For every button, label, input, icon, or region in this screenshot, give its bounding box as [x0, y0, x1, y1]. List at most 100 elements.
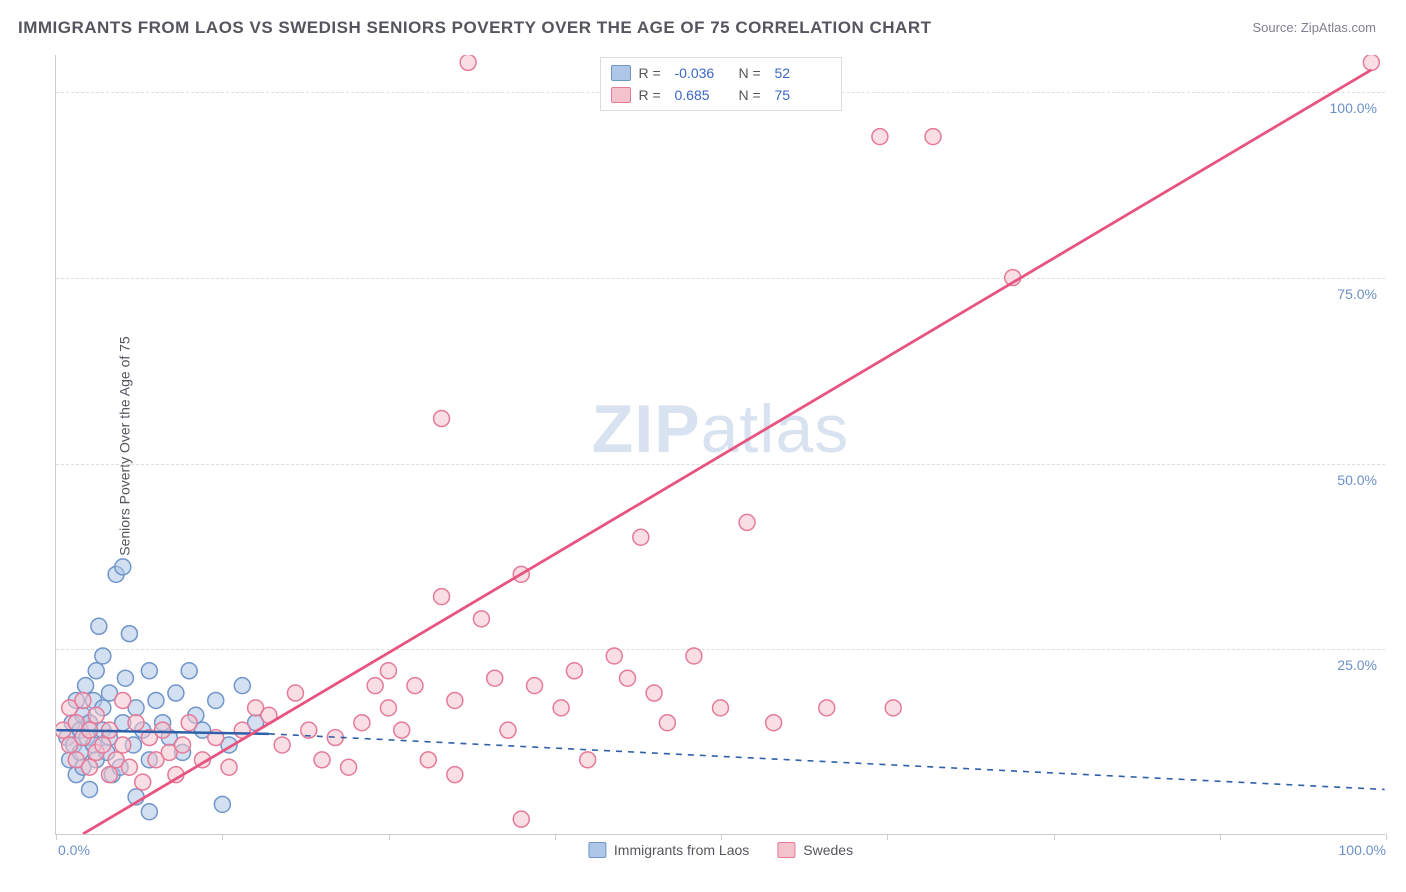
- scatter-point: [314, 752, 330, 768]
- scatter-point: [620, 670, 636, 686]
- scatter-point: [101, 767, 117, 783]
- scatter-point: [148, 692, 164, 708]
- scatter-point: [121, 626, 137, 642]
- scatter-point: [686, 648, 702, 664]
- scatter-point: [354, 715, 370, 731]
- scatter-point: [500, 722, 516, 738]
- x-tick: [1386, 834, 1387, 840]
- legend-n-label: N =: [739, 62, 767, 84]
- scatter-point: [633, 529, 649, 545]
- scatter-point: [407, 678, 423, 694]
- scatter-point: [434, 411, 450, 427]
- scatter-point: [221, 759, 237, 775]
- legend-r-label: R =: [639, 62, 667, 84]
- x-tick: [721, 834, 722, 840]
- scatter-point: [88, 663, 104, 679]
- legend-swatch-laos: [588, 842, 606, 858]
- scatter-point: [925, 129, 941, 145]
- scatter-point: [380, 663, 396, 679]
- chart-plot-area: ZIPatlas R = -0.036 N = 52 R = 0.685 N =…: [55, 55, 1385, 835]
- scatter-point: [155, 722, 171, 738]
- legend-item-swedes: Swedes: [777, 842, 853, 858]
- scatter-point: [527, 678, 543, 694]
- scatter-point: [380, 700, 396, 716]
- x-tick: [389, 834, 390, 840]
- scatter-point: [175, 737, 191, 753]
- scatter-point: [274, 737, 290, 753]
- legend-swatch-swedes: [777, 842, 795, 858]
- scatter-point: [214, 796, 230, 812]
- scatter-point: [394, 722, 410, 738]
- scatter-point: [420, 752, 436, 768]
- legend-swatch-laos: [611, 65, 631, 81]
- scatter-point: [819, 700, 835, 716]
- scatter-point: [341, 759, 357, 775]
- scatter-point: [766, 715, 782, 731]
- scatter-point: [208, 692, 224, 708]
- scatter-point: [121, 759, 137, 775]
- scatter-point: [872, 129, 888, 145]
- x-tick: [887, 834, 888, 840]
- scatter-point: [739, 514, 755, 530]
- x-tick: [1054, 834, 1055, 840]
- scatter-point: [168, 685, 184, 701]
- scatter-point: [82, 781, 98, 797]
- legend-swatch-swedes: [611, 87, 631, 103]
- legend-item-laos: Immigrants from Laos: [588, 842, 749, 858]
- scatter-point: [713, 700, 729, 716]
- source-attribution: Source: ZipAtlas.com: [1252, 20, 1376, 35]
- legend-row-swedes: R = 0.685 N = 75: [611, 84, 831, 106]
- legend-n-label: N =: [739, 84, 767, 106]
- legend-r-label: R =: [639, 84, 667, 106]
- legend-n-value-laos: 52: [775, 62, 831, 84]
- scatter-point: [447, 767, 463, 783]
- scatter-point: [95, 648, 111, 664]
- x-tick: [222, 834, 223, 840]
- legend-label-laos: Immigrants from Laos: [614, 842, 749, 858]
- scatter-point: [135, 774, 151, 790]
- scatter-point: [553, 700, 569, 716]
- x-tick-label: 100.0%: [1339, 842, 1386, 858]
- scatter-point: [181, 715, 197, 731]
- x-tick: [56, 834, 57, 840]
- legend-r-value-swedes: 0.685: [675, 84, 731, 106]
- scatter-point: [128, 715, 144, 731]
- chart-title: IMMIGRANTS FROM LAOS VS SWEDISH SENIORS …: [18, 18, 931, 38]
- scatter-point: [473, 611, 489, 627]
- scatter-point: [367, 678, 383, 694]
- scatter-point: [234, 678, 250, 694]
- scatter-point: [447, 692, 463, 708]
- scatter-point: [88, 707, 104, 723]
- scatter-point: [606, 648, 622, 664]
- scatter-point: [646, 685, 662, 701]
- scatter-point: [434, 589, 450, 605]
- legend-row-laos: R = -0.036 N = 52: [611, 62, 831, 84]
- legend-r-value-laos: -0.036: [675, 62, 731, 84]
- scatter-point: [566, 663, 582, 679]
- scatter-point: [141, 663, 157, 679]
- scatter-point: [91, 618, 107, 634]
- scatter-point: [82, 759, 98, 775]
- scatter-point: [580, 752, 596, 768]
- scatter-point: [78, 678, 94, 694]
- scatter-point: [460, 55, 476, 70]
- scatter-point: [115, 692, 131, 708]
- legend-n-value-swedes: 75: [775, 84, 831, 106]
- scatter-point: [659, 715, 675, 731]
- correlation-legend: R = -0.036 N = 52 R = 0.685 N = 75: [600, 57, 842, 111]
- scatter-point: [115, 737, 131, 753]
- scatter-point: [487, 670, 503, 686]
- scatter-point: [75, 692, 91, 708]
- x-tick-label: 0.0%: [58, 842, 90, 858]
- scatter-point: [95, 737, 111, 753]
- scatter-point: [115, 559, 131, 575]
- scatter-point: [885, 700, 901, 716]
- x-tick: [1220, 834, 1221, 840]
- trend-line: [83, 70, 1371, 834]
- scatter-point: [181, 663, 197, 679]
- legend-label-swedes: Swedes: [803, 842, 853, 858]
- scatter-point: [287, 685, 303, 701]
- scatter-point: [117, 670, 133, 686]
- scatter-svg: [56, 55, 1385, 834]
- x-tick: [555, 834, 556, 840]
